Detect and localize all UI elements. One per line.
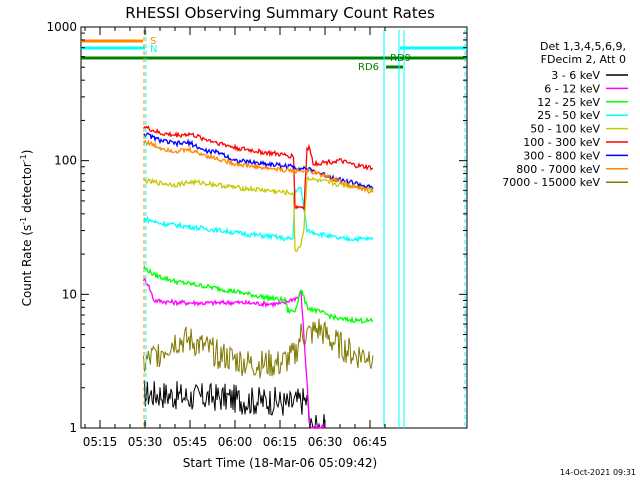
annotation-rd6: RD6 xyxy=(358,62,379,73)
series-line-7 xyxy=(142,139,374,194)
x-tick-label: 05:15 xyxy=(83,435,118,449)
legend-entry-label: 6 - 12 keV xyxy=(544,82,600,95)
x-tick-label: 06:30 xyxy=(308,435,343,449)
chart-title: RHESSI Observing Summary Count Rates xyxy=(125,4,435,22)
legend-header: Det 1,3,4,5,6,9, xyxy=(540,40,626,53)
x-tick-label: 05:30 xyxy=(128,435,163,449)
x-tick-label: 05:45 xyxy=(173,435,208,449)
y-axis-label-sup1: -1 xyxy=(19,217,28,225)
annotation-s: S xyxy=(150,36,156,47)
y-tick-label: 100 xyxy=(54,154,77,168)
annotation-n: N xyxy=(150,44,157,55)
x-tick-label: 06:45 xyxy=(353,435,388,449)
x-tick-label: 06:15 xyxy=(263,435,298,449)
series-line-2 xyxy=(143,265,374,324)
series-line-8 xyxy=(143,318,374,379)
legend-entry-label: 7000 - 15000 keV xyxy=(502,176,600,189)
timestamp: 14-Oct-2021 09:31 xyxy=(560,468,636,477)
legend-header: FDecim 2, Att 0 xyxy=(541,53,626,66)
annotation-rd9: RD9 xyxy=(390,53,411,64)
x-axis-ticks: 05:15 05:30 05:45 06:00 06:15 06:30 06:45 xyxy=(83,27,388,449)
legend: Det 1,3,4,5,6,9,FDecim 2, Att 0 3 - 6 keV… xyxy=(502,40,628,189)
y-tick-label: 10 xyxy=(62,287,77,301)
legend-entry-label: 50 - 100 keV xyxy=(530,123,600,136)
series-line-5 xyxy=(142,125,374,211)
series-line-3 xyxy=(143,186,374,244)
series-line-4 xyxy=(142,175,374,253)
y-axis-label-mid: detector xyxy=(20,162,34,217)
legend-entry-label: 800 - 7000 keV xyxy=(516,163,600,176)
series-line-0 xyxy=(143,380,326,430)
y-axis-label-base: Count Rate (s xyxy=(20,225,34,307)
legend-entry-label: 100 - 300 keV xyxy=(523,136,600,149)
legend-entry-label: 300 - 800 keV xyxy=(523,149,600,162)
plot-frame xyxy=(80,26,468,429)
markers-layer: SN RD9 RD6 xyxy=(81,30,467,428)
series-layer xyxy=(142,125,374,430)
y-axis-label-sup2: -1 xyxy=(19,154,28,162)
y-tick-label: 1 xyxy=(69,421,77,435)
legend-entry-label: 25 - 50 keV xyxy=(537,109,600,122)
y-axis-label-end: ) xyxy=(20,150,34,155)
legend-entry-label: 12 - 25 keV xyxy=(537,96,600,109)
y-tick-label: 1000 xyxy=(46,20,77,34)
x-tick-label: 06:00 xyxy=(218,435,253,449)
x-axis-label: Start Time (18-Mar-06 05:09:42) xyxy=(183,456,377,470)
legend-entry-label: 3 - 6 keV xyxy=(551,69,600,82)
y-axis-label: Count Rate (s-1 detector-1) xyxy=(19,150,34,307)
series-line-1 xyxy=(142,277,326,430)
y-axis-ticks: 1 10 100 1000 xyxy=(46,20,467,435)
